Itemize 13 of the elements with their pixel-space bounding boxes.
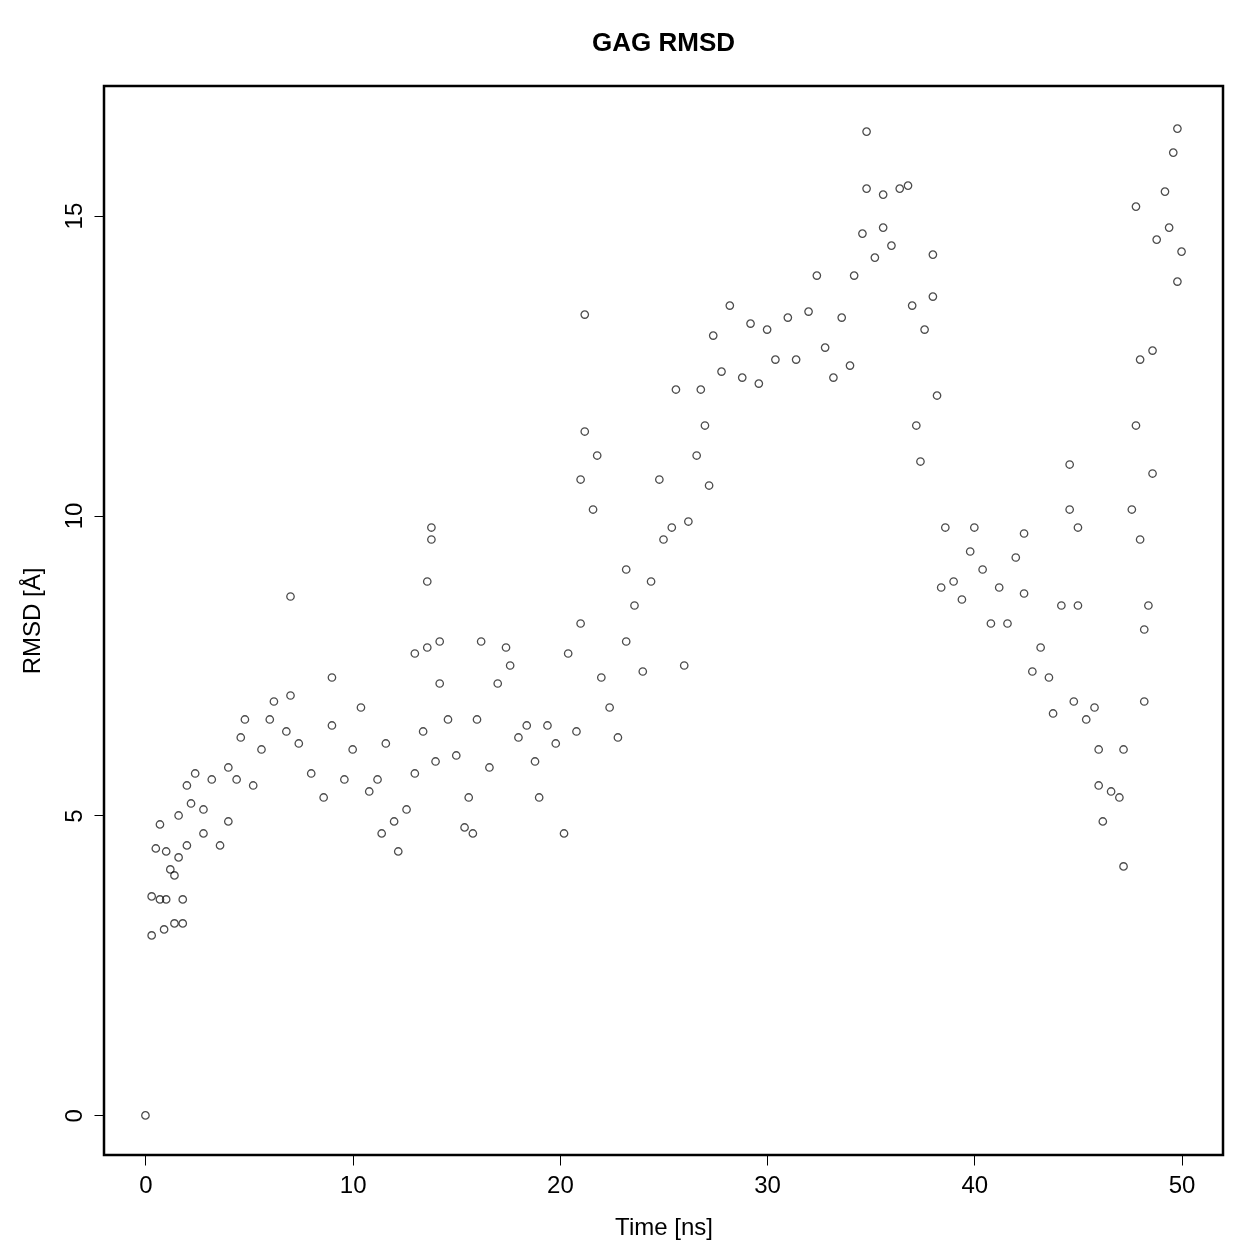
x-tick-label: 20 xyxy=(547,1170,574,1198)
x-tick-label: 0 xyxy=(139,1170,153,1198)
x-axis-title: Time [ns] xyxy=(615,1212,713,1240)
y-tick-label: 0 xyxy=(59,1109,87,1123)
chart-title: GAG RMSD xyxy=(592,27,735,57)
y-tick-label: 5 xyxy=(59,809,87,823)
x-tick-label: 50 xyxy=(1168,1170,1196,1198)
x-tick-label: 10 xyxy=(339,1170,367,1198)
x-tick-label: 30 xyxy=(754,1170,781,1198)
y-axis-title: RMSD [Å] xyxy=(17,567,45,675)
y-tick-label: 15 xyxy=(59,202,87,230)
x-tick-label: 40 xyxy=(961,1170,989,1198)
y-tick-label: 10 xyxy=(59,502,87,530)
